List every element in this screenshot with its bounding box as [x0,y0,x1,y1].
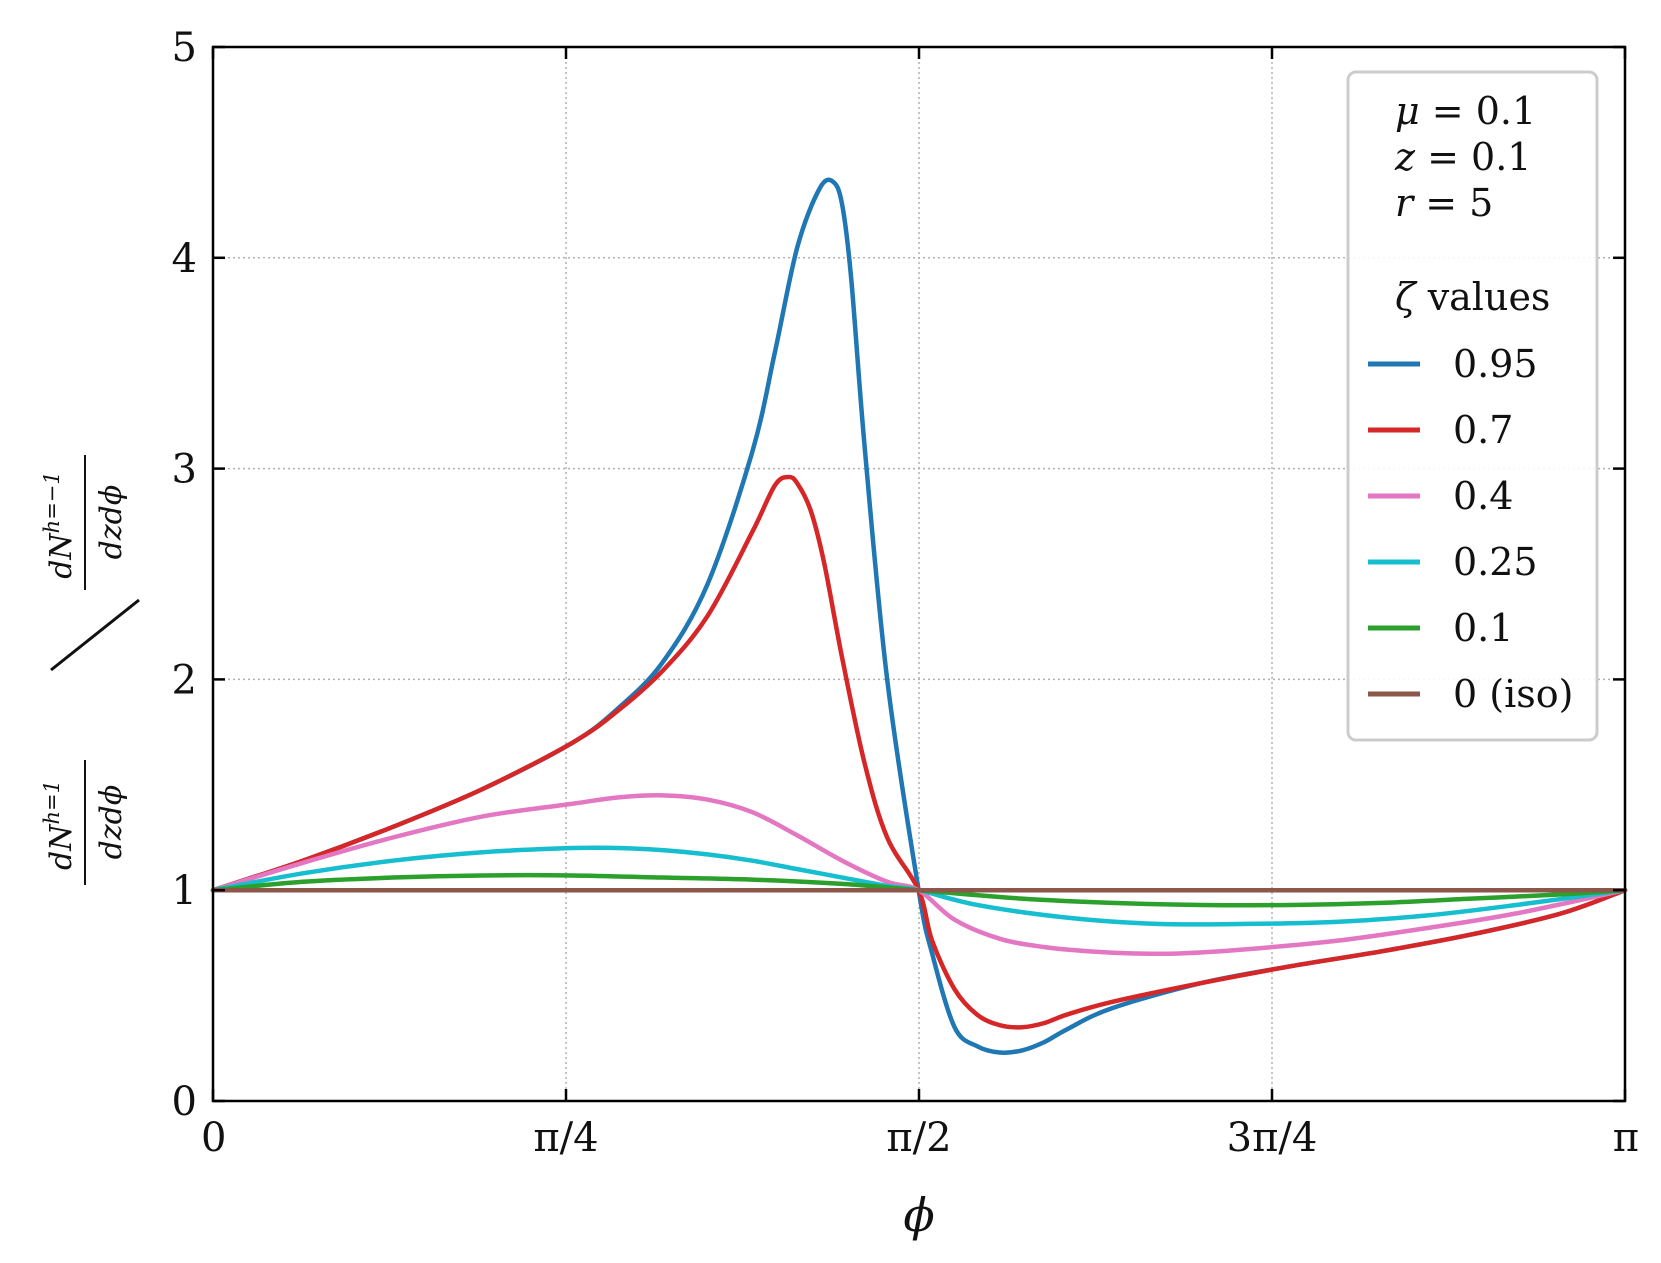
x-tick-label: 0 [201,1115,226,1161]
y-axis-title: dNh=1 dzdϕ / dNh=−1 dzdϕ [40,455,140,885]
y-tick-label: 0 [172,1079,197,1125]
x-axis-title: ϕ [903,1188,934,1242]
x-tick-label: π/4 [533,1115,598,1161]
x-tick-label: 3π/4 [1227,1115,1318,1161]
series-line-0-25 [210,845,1628,927]
x-tick-label: π/2 [886,1115,951,1161]
series-lines [210,177,1628,1055]
legend-param-mu: μ = 0.1 [1395,89,1536,133]
legend-label: 0.7 [1453,408,1513,452]
legend-box [1346,70,1599,742]
y-tick-label: 4 [172,236,197,282]
y-label-denominator-left: dzdϕ [94,785,129,860]
legend-label: 0.1 [1453,606,1513,650]
axis-ticks [211,45,1627,1103]
y-label-divider [50,598,140,672]
y-tick-label: 3 [172,447,197,493]
axis-tick-labels: 0 π/4 π/2 3π/4 π 0 1 2 3 4 5 [172,25,1639,1161]
legend-label: 0 (iso) [1453,672,1573,716]
y-tick-label: 5 [172,25,197,71]
y-tick-label: 1 [172,868,197,914]
y-label-numerator-left: dNh=1 [40,780,79,870]
legend-param-r: r = 5 [1395,181,1493,225]
y-label-denominator-right: dzdϕ [94,485,129,560]
x-tick-label: π [1613,1115,1639,1161]
legend-label: 0.4 [1453,474,1513,518]
legend-entries: 0.95 0.7 0.4 0.25 0.1 0 (iso) [1368,342,1573,716]
y-tick-label: 2 [172,657,197,703]
legend-param-z: z = 0.1 [1394,135,1531,179]
y-label-numerator-right: dNh=−1 [40,471,79,579]
legend-title: ζ values [1395,275,1550,319]
series-line-0-7 [210,474,1628,1030]
legend-label: 0.25 [1453,540,1538,584]
legend-label: 0.95 [1453,342,1538,386]
legend: μ = 0.1 z = 0.1 r = 5 ζ values 0.950.70.… [1346,70,1599,742]
